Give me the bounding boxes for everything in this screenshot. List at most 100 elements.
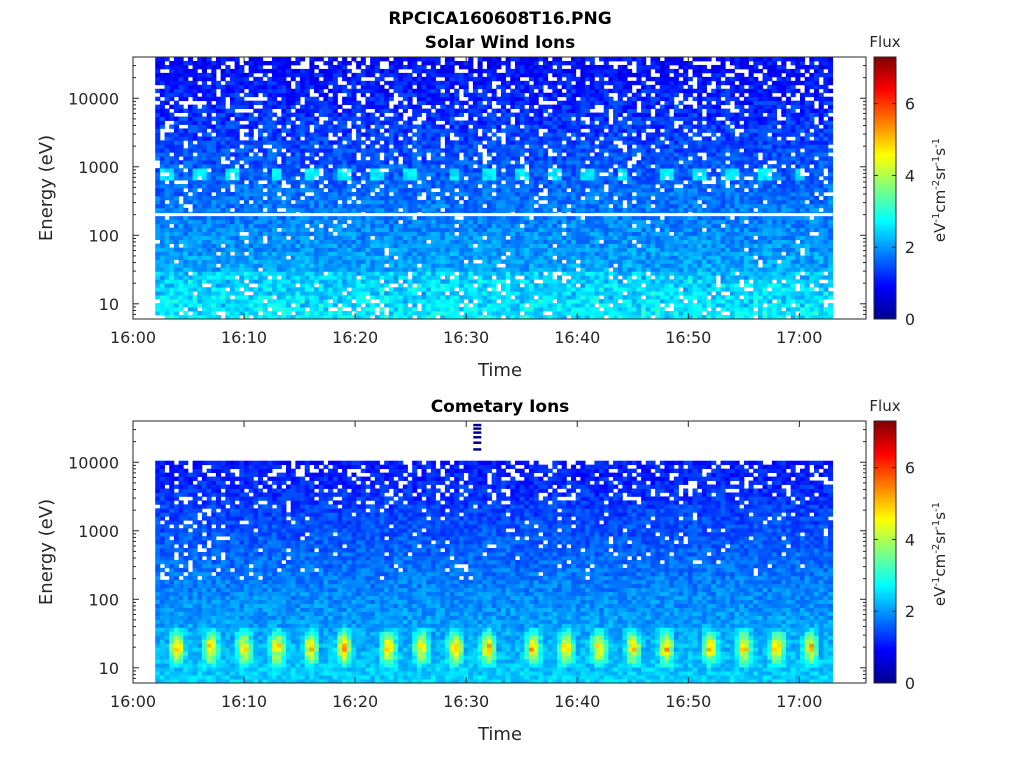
heatmap-cell (169, 132, 175, 137)
heatmap-cell (229, 239, 236, 244)
heatmap-cell (524, 299, 530, 304)
heatmap-cell (314, 207, 320, 213)
heatmap-cell (314, 263, 320, 268)
heatmap-cell (533, 219, 539, 225)
heatmap-cell (267, 267, 273, 272)
heatmap-cell (370, 295, 376, 300)
heatmap-cell (342, 128, 348, 133)
heatmap-cell (276, 199, 282, 205)
heatmap-cell (500, 76, 507, 82)
heatmap-cell (262, 303, 268, 308)
heatmap-cell (164, 84, 170, 90)
heatmap-cell (505, 291, 511, 296)
heatmap-cell (552, 184, 558, 189)
heatmap-cell (159, 231, 165, 237)
heatmap-cell (449, 231, 455, 237)
heatmap-cell (435, 68, 441, 74)
heatmap-cell (173, 124, 179, 129)
heatmap-cell (365, 259, 371, 264)
heatmap-cell (533, 172, 539, 177)
heatmap-cell (328, 116, 334, 121)
heatmap-cell (463, 291, 469, 296)
heatmap-cell (304, 96, 310, 102)
heatmap-cell (351, 303, 357, 308)
heatmap-cell (262, 291, 268, 296)
heatmap-cell (552, 315, 558, 320)
heatmap-cell (547, 80, 553, 86)
heatmap-cell (300, 259, 306, 264)
heatmap-cell (337, 275, 343, 280)
heatmap-cell (477, 287, 483, 292)
heatmap-cell (393, 76, 399, 82)
heatmap-cell (514, 80, 521, 86)
heatmap-cell (463, 80, 469, 86)
heatmap-cell (538, 80, 544, 86)
heatmap-cell (351, 255, 357, 260)
heatmap-cell (472, 112, 478, 117)
heatmap-cell (272, 92, 278, 98)
heatmap-cell (463, 172, 469, 177)
heatmap-cell (491, 112, 497, 117)
heatmap-cell (351, 72, 357, 78)
heatmap-cell (440, 311, 446, 316)
heatmap-cell (416, 132, 422, 137)
heatmap-cell (314, 184, 320, 189)
heatmap-cell (337, 144, 343, 149)
heatmap-cell (267, 100, 273, 106)
heatmap-cell (458, 251, 464, 256)
heatmap-cell (197, 112, 203, 117)
heatmap-cell (510, 184, 516, 189)
heatmap-cell (197, 128, 203, 133)
heatmap-cell (557, 299, 563, 304)
heatmap-cell (318, 247, 324, 252)
heatmap-cell (164, 219, 170, 225)
heatmap-cell (552, 96, 558, 102)
heatmap-cell (374, 116, 380, 121)
heatmap-cell (309, 60, 315, 66)
heatmap-cell (547, 164, 553, 169)
heatmap-cell (314, 124, 320, 129)
heatmap-cell (407, 116, 413, 121)
heatmap-cell (468, 68, 474, 74)
heatmap-cell (416, 184, 422, 189)
heatmap-cell (248, 267, 254, 272)
heatmap-cell (183, 120, 189, 125)
heatmap-cell (328, 72, 334, 78)
heatmap-cell (374, 207, 380, 213)
heatmap-cell (505, 271, 511, 276)
heatmap-cell (281, 263, 287, 268)
heatmap-cell (514, 96, 521, 102)
heatmap-cell (239, 311, 245, 316)
heatmap-cell (496, 100, 502, 106)
heatmap-cell (360, 311, 366, 316)
heatmap-cell (510, 239, 516, 244)
heatmap-cell (393, 295, 399, 300)
heatmap-cell (547, 60, 553, 66)
heatmap-cell (421, 239, 427, 244)
heatmap-cell (206, 180, 212, 185)
heatmap-cell (183, 199, 189, 205)
heatmap-cell (215, 255, 222, 260)
heatmap-cell (201, 227, 207, 233)
heatmap-cell (360, 215, 366, 221)
heatmap-cell (440, 259, 446, 264)
heatmap-cell (234, 255, 240, 260)
heatmap-cell (267, 215, 273, 221)
heatmap-cell (388, 80, 394, 86)
heatmap-cell (351, 80, 357, 86)
heatmap-cell (286, 112, 292, 117)
heatmap-cell (533, 223, 539, 229)
heatmap-cell (262, 231, 268, 237)
heatmap-cell (328, 168, 334, 173)
heatmap-cell (547, 96, 553, 102)
heatmap-cell (393, 247, 399, 252)
heatmap-cell (458, 315, 464, 320)
heatmap-cell (262, 68, 268, 74)
heatmap-cell (201, 76, 207, 82)
heatmap-cell (220, 287, 226, 292)
heatmap-cell (159, 92, 165, 98)
heatmap-cell (440, 279, 446, 284)
heatmap-cell (505, 207, 511, 213)
heatmap-cell (486, 251, 493, 256)
heatmap-cell (360, 235, 366, 241)
